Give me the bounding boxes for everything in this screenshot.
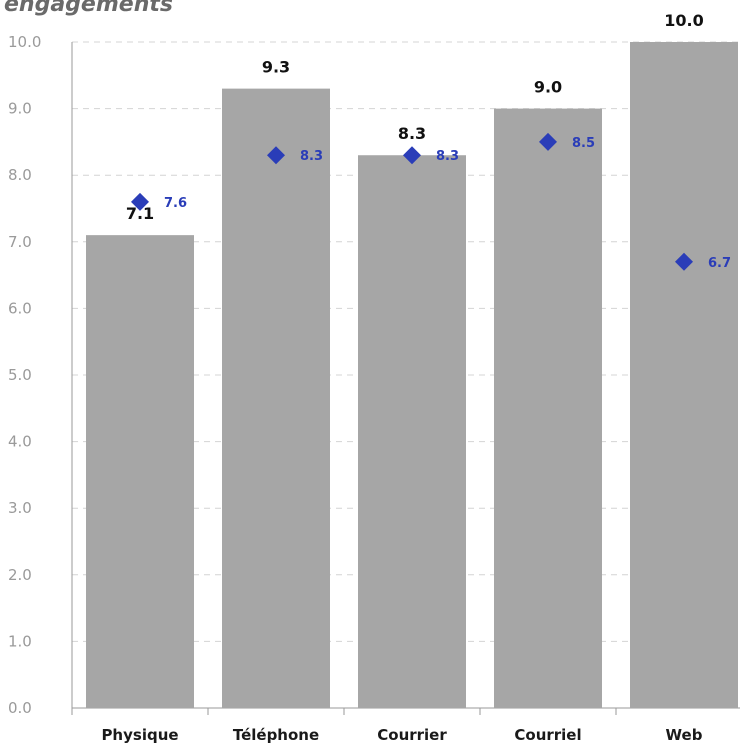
y-tick-label: 8.0 <box>8 166 32 184</box>
x-tick-label: Web <box>666 726 703 743</box>
diamond-marker <box>131 192 149 211</box>
bar-value-label: 9.3 <box>262 58 290 77</box>
diamond-marker <box>403 146 421 165</box>
diamond-marker <box>539 132 557 151</box>
y-tick-label: 7.0 <box>8 233 32 251</box>
x-tick-label: Courriel <box>514 726 581 743</box>
bar <box>630 42 738 708</box>
bar-value-label: 8.3 <box>398 124 426 143</box>
chart-title: engagements <box>4 0 173 17</box>
diamond-marker <box>267 146 285 165</box>
marker-value-label: 6.7 <box>708 256 731 271</box>
bar <box>358 155 466 709</box>
y-tick-label: 1.0 <box>8 632 32 650</box>
bar-value-label: 9.0 <box>534 78 562 97</box>
x-tick-label: Téléphone <box>233 726 319 743</box>
diamond-marker <box>675 252 693 271</box>
y-tick-label: 6.0 <box>8 299 32 317</box>
marker-value-label: 8.3 <box>300 149 323 164</box>
y-tick-label: 0.0 <box>8 699 32 717</box>
y-tick-label: 5.0 <box>8 366 32 384</box>
marker-value-label: 7.6 <box>164 196 187 211</box>
bar <box>494 108 602 709</box>
y-tick-label: 2.0 <box>8 566 32 584</box>
y-tick-label: 4.0 <box>8 433 32 451</box>
y-tick-label: 10.0 <box>8 33 41 51</box>
bar-value-label: 7.1 <box>126 204 154 223</box>
bar <box>86 235 194 708</box>
marker-value-label: 8.5 <box>572 136 595 151</box>
marker-value-label: 8.3 <box>436 149 459 164</box>
bar-value-label: 10.0 <box>664 11 703 30</box>
y-tick-label: 3.0 <box>8 499 32 517</box>
bar <box>222 88 330 709</box>
x-tick-label: Courrier <box>377 726 447 743</box>
y-tick-label: 9.0 <box>8 100 32 118</box>
x-tick-label: Physique <box>101 726 178 743</box>
